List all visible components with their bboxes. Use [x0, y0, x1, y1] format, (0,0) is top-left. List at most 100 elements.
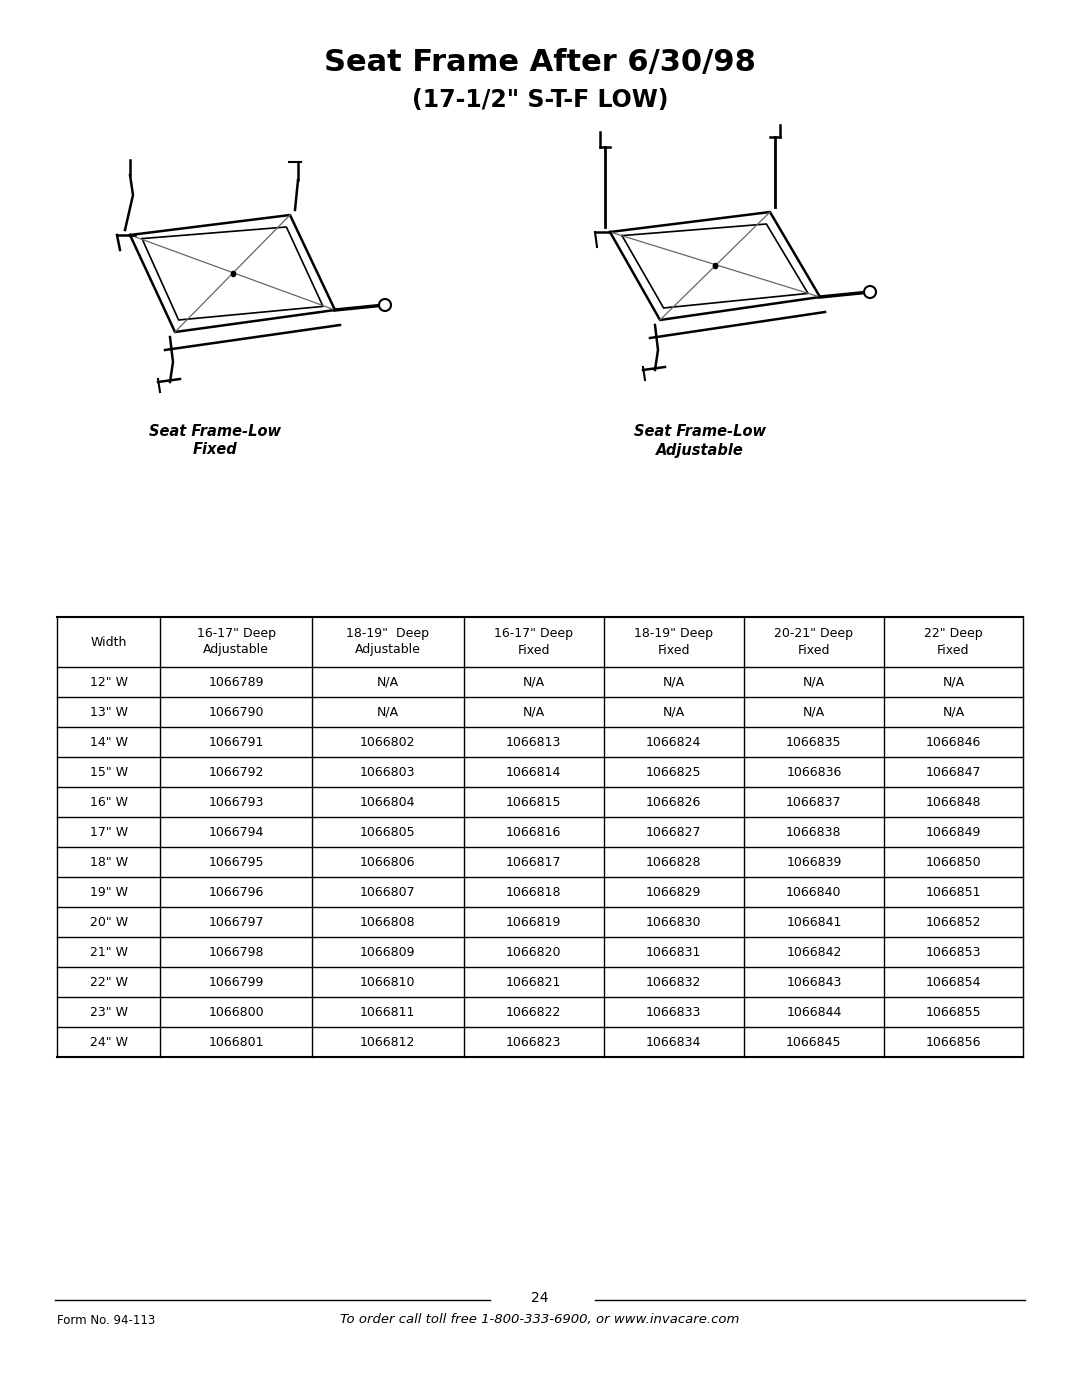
Text: 1066807: 1066807	[360, 886, 416, 898]
Text: 1066793: 1066793	[208, 795, 264, 809]
Text: 1066838: 1066838	[786, 826, 841, 838]
Text: 16-17" Deep
Fixed: 16-17" Deep Fixed	[495, 627, 573, 657]
Text: 1066855: 1066855	[926, 1006, 982, 1018]
Text: 14" W: 14" W	[90, 735, 127, 749]
Text: N/A: N/A	[523, 676, 544, 689]
Text: 1066817: 1066817	[505, 855, 562, 869]
Text: 1066812: 1066812	[360, 1035, 416, 1049]
Text: 1066797: 1066797	[208, 915, 264, 929]
Text: 1066819: 1066819	[507, 915, 562, 929]
Text: 1066808: 1066808	[360, 915, 416, 929]
Text: 17" W: 17" W	[90, 826, 127, 838]
Text: 1066843: 1066843	[786, 975, 841, 989]
Text: 1066818: 1066818	[505, 886, 562, 898]
Text: 1066837: 1066837	[786, 795, 841, 809]
Text: N/A: N/A	[943, 705, 964, 718]
Text: 1066852: 1066852	[926, 915, 982, 929]
Text: 1066831: 1066831	[646, 946, 702, 958]
Text: 1066811: 1066811	[360, 1006, 416, 1018]
Text: N/A: N/A	[377, 676, 399, 689]
Text: 1066848: 1066848	[926, 795, 982, 809]
Circle shape	[379, 299, 391, 312]
Text: 1066799: 1066799	[208, 975, 264, 989]
Text: 1066821: 1066821	[507, 975, 562, 989]
Text: 1066801: 1066801	[208, 1035, 264, 1049]
Text: 1066828: 1066828	[646, 855, 702, 869]
Text: 1066798: 1066798	[208, 946, 264, 958]
Text: 1066851: 1066851	[926, 886, 982, 898]
Text: 1066833: 1066833	[646, 1006, 702, 1018]
Text: Width: Width	[91, 636, 126, 648]
Text: 24" W: 24" W	[90, 1035, 127, 1049]
Text: Seat Frame-Low: Seat Frame-Low	[634, 425, 766, 440]
Text: 1066839: 1066839	[786, 855, 841, 869]
Text: 1066849: 1066849	[926, 826, 981, 838]
Text: 1066824: 1066824	[646, 735, 702, 749]
Text: 1066795: 1066795	[208, 855, 264, 869]
Text: N/A: N/A	[663, 676, 685, 689]
Text: 1066847: 1066847	[926, 766, 982, 778]
Text: (17-1/2" S-T-F LOW): (17-1/2" S-T-F LOW)	[411, 88, 669, 112]
Text: 1066815: 1066815	[505, 795, 562, 809]
Text: N/A: N/A	[663, 705, 685, 718]
Text: 1066794: 1066794	[208, 826, 264, 838]
Text: 1066810: 1066810	[360, 975, 416, 989]
Text: 1066844: 1066844	[786, 1006, 841, 1018]
Text: N/A: N/A	[377, 705, 399, 718]
Text: 1066834: 1066834	[646, 1035, 702, 1049]
Text: 1066805: 1066805	[360, 826, 416, 838]
Text: 1066853: 1066853	[926, 946, 982, 958]
Text: Fixed: Fixed	[192, 443, 238, 457]
Text: Adjustable: Adjustable	[657, 443, 744, 457]
Text: 1066803: 1066803	[360, 766, 416, 778]
Text: 1066791: 1066791	[208, 735, 264, 749]
Text: 1066813: 1066813	[507, 735, 562, 749]
Text: 15" W: 15" W	[90, 766, 127, 778]
Text: N/A: N/A	[802, 705, 825, 718]
Text: 1066835: 1066835	[786, 735, 841, 749]
Text: 22" Deep
Fixed: 22" Deep Fixed	[924, 627, 983, 657]
Text: N/A: N/A	[943, 676, 964, 689]
Text: Seat Frame After 6/30/98: Seat Frame After 6/30/98	[324, 47, 756, 77]
Text: 1066800: 1066800	[208, 1006, 264, 1018]
Text: 1066854: 1066854	[926, 975, 982, 989]
Text: 1066802: 1066802	[360, 735, 416, 749]
Text: 1066820: 1066820	[505, 946, 562, 958]
Text: N/A: N/A	[523, 705, 544, 718]
Text: 24: 24	[531, 1291, 549, 1305]
Text: 1066826: 1066826	[646, 795, 702, 809]
Text: 20" W: 20" W	[90, 915, 127, 929]
Text: 12" W: 12" W	[90, 676, 127, 689]
Text: 19" W: 19" W	[90, 886, 127, 898]
Text: 21" W: 21" W	[90, 946, 127, 958]
Text: Seat Frame-Low: Seat Frame-Low	[149, 425, 281, 440]
Text: 1066845: 1066845	[786, 1035, 841, 1049]
Text: 1066792: 1066792	[208, 766, 264, 778]
Text: 1066836: 1066836	[786, 766, 841, 778]
Text: 1066830: 1066830	[646, 915, 702, 929]
Text: 1066825: 1066825	[646, 766, 702, 778]
Text: 1066789: 1066789	[208, 676, 264, 689]
Text: 16-17" Deep
Adjustable: 16-17" Deep Adjustable	[197, 627, 275, 657]
Text: 1066790: 1066790	[208, 705, 264, 718]
Text: 22" W: 22" W	[90, 975, 127, 989]
Text: 1066823: 1066823	[507, 1035, 562, 1049]
Text: 1066796: 1066796	[208, 886, 264, 898]
Text: 1066829: 1066829	[646, 886, 702, 898]
Text: 1066809: 1066809	[360, 946, 416, 958]
Text: 1066814: 1066814	[507, 766, 562, 778]
Text: 1066804: 1066804	[360, 795, 416, 809]
Text: 20-21" Deep
Fixed: 20-21" Deep Fixed	[774, 627, 853, 657]
Text: 18-19"  Deep
Adjustable: 18-19" Deep Adjustable	[347, 627, 430, 657]
Text: Form No. 94-113: Form No. 94-113	[57, 1313, 156, 1327]
Text: To order call toll free 1-800-333-6900, or www.invacare.com: To order call toll free 1-800-333-6900, …	[340, 1313, 740, 1327]
Text: 1066822: 1066822	[507, 1006, 562, 1018]
Text: 16" W: 16" W	[90, 795, 127, 809]
Text: 1066846: 1066846	[926, 735, 981, 749]
Text: 13" W: 13" W	[90, 705, 127, 718]
Text: 1066856: 1066856	[926, 1035, 982, 1049]
Text: 1066840: 1066840	[786, 886, 841, 898]
Text: N/A: N/A	[802, 676, 825, 689]
Text: 18-19" Deep
Fixed: 18-19" Deep Fixed	[634, 627, 713, 657]
Circle shape	[864, 286, 876, 298]
